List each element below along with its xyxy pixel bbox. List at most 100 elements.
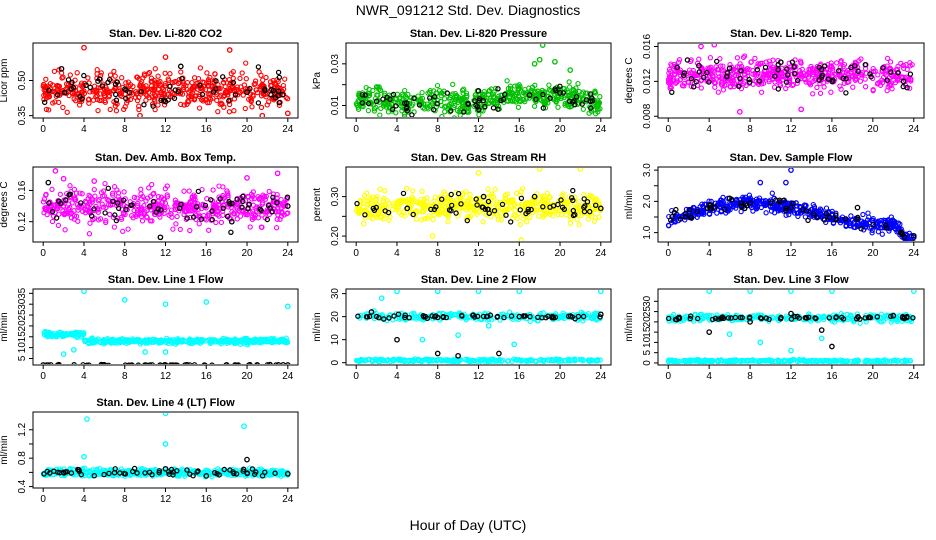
sample-point [563,201,569,208]
reference-point [480,97,487,104]
outlier-point [539,44,546,48]
sample-point [60,104,66,111]
sample-point [165,338,171,344]
outlier-point [577,168,584,172]
reference-point [526,92,533,98]
sample-point [357,313,364,319]
reference-point [597,314,603,320]
sample-point [382,188,388,194]
sample-point [401,113,408,117]
x-tick-label: 16 [201,371,213,382]
reference-point [120,197,127,203]
outlier-point [274,170,281,177]
sample-point [77,202,83,209]
plot-frame [657,288,925,366]
y-tick-label: 0.01 [330,95,341,115]
y-tick-label: 0.012 [642,68,653,93]
reference-point [142,362,148,364]
sample-point [151,77,157,84]
sample-point [504,78,510,84]
sample-point [776,206,782,212]
outlier-point [698,44,704,50]
sample-point [276,102,283,108]
sample-point [134,211,140,218]
sample-point [771,210,778,216]
sample-point [555,211,561,218]
sample-point [61,210,68,216]
sample-point [146,69,153,76]
sample-point [888,82,894,89]
sample-point [878,217,884,224]
reference-point [496,350,502,357]
sample-point [407,210,414,216]
sample-point [140,193,146,200]
reference-point [402,312,408,318]
sample-point [187,227,193,234]
sample-point [546,82,552,88]
sample-point [524,219,530,225]
reference-point [219,74,226,80]
reference-point [571,98,577,104]
sample-point [62,227,68,233]
sample-point [769,73,775,79]
sample-point [833,60,840,66]
sample-point [407,204,413,211]
sample-point [121,189,127,195]
sample-point [504,191,511,197]
sample-point [901,65,907,71]
sample-point [250,189,256,195]
sample-point [121,202,127,208]
sample-point [720,63,726,69]
sample-point [807,82,814,88]
sample-point [54,82,61,89]
reference-point [105,185,112,191]
reference-point [122,362,128,364]
y-tick-label: 15 [17,331,28,343]
reference-point [706,79,712,85]
y-axis-label: ml/min [624,312,635,341]
sample-point [443,203,449,210]
reference-point [870,221,876,228]
reference-point [112,212,118,218]
sample-point [838,86,844,92]
sample-point [449,312,455,318]
sample-point [895,63,901,70]
sample-point [769,190,775,196]
sample-point [148,78,154,85]
reference-point [517,207,524,213]
sample-point [763,210,769,216]
sample-point [230,69,236,75]
sample-point [518,201,525,207]
reference-point [226,198,232,205]
sample-point [86,192,92,199]
sample-point [170,226,176,232]
sample-point [141,203,147,209]
sample-point [575,80,581,87]
sample-point [801,75,808,82]
sample-point [500,357,506,363]
reference-point [883,222,889,228]
sample-point [43,191,49,198]
sample-point [492,186,498,192]
data-points [40,168,291,241]
sample-point [246,96,252,102]
sample-point [588,193,594,199]
sample-point [701,201,708,207]
sample-point [41,196,48,202]
reference-point [575,313,582,320]
sample-point [370,87,376,94]
sample-point [742,194,749,200]
reference-point [700,74,707,81]
sample-point [436,195,442,201]
x-tick-label: 4 [81,371,87,382]
sample-point [111,224,118,230]
sample-point [442,96,448,102]
sample-point [234,216,240,222]
reference-point [78,200,84,206]
sample-point [422,204,428,210]
sample-point [719,82,725,88]
sample-point [155,193,162,200]
sample-point [377,186,383,192]
sample-point [814,84,820,91]
